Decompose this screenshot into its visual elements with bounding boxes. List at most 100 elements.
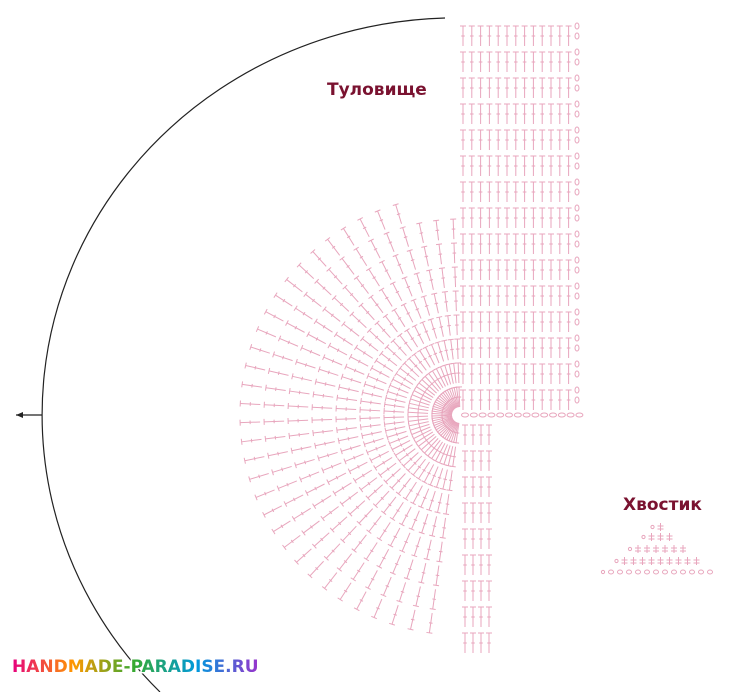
stitch [382,460,386,465]
stitch [461,412,469,418]
stitch [574,308,580,316]
stitch-pattern [239,22,713,653]
stitch [293,305,298,312]
stitch [372,439,375,444]
stitch [376,537,383,542]
stitch [262,511,266,518]
stitch [326,479,330,486]
stitch [254,365,257,370]
stitch [574,84,580,92]
stitch [574,386,580,394]
stitch [428,342,435,347]
stitch [410,618,415,621]
stitch [574,110,580,118]
stitch [496,412,505,418]
stitch [301,530,306,536]
stitch [322,324,326,329]
stitch [320,515,325,522]
stitch [574,344,580,352]
stitch [393,403,396,408]
stitch [574,178,580,186]
stitch [356,569,361,573]
stitch [418,425,421,430]
stitch [347,436,350,441]
stitch [251,383,253,388]
stitch [409,457,413,461]
stitch [340,226,347,231]
stitch [288,388,291,395]
stitch [641,534,646,540]
stitch [348,353,353,360]
stitch [353,455,356,460]
stitch [378,287,385,292]
stitch [383,401,386,408]
stitch [298,476,303,483]
stitch [433,219,440,222]
stitch [397,332,403,338]
stitch [410,472,416,478]
stitch [302,311,306,316]
stitch [680,569,686,575]
stitch [324,237,331,242]
stitch [574,22,580,30]
stitch [574,370,580,378]
stitch [353,275,360,280]
stitch [379,370,382,375]
stitch [437,501,442,504]
stitch [375,446,378,451]
stitch [335,475,339,480]
stitch [349,311,355,317]
stitch [359,255,364,259]
stitch [626,569,632,575]
stitch [340,538,346,544]
stitch [417,465,422,469]
stitch [389,485,395,491]
stitch [425,387,429,391]
stitch [394,398,397,403]
stitch [392,351,396,356]
stitch [402,496,409,501]
stitch [406,372,410,377]
stitch [574,58,580,66]
stitch [402,360,407,366]
stitch [418,403,420,408]
stitch [313,318,318,325]
stitch [366,327,372,333]
stitch [360,284,365,288]
stitch [404,540,408,544]
stitch [371,392,374,397]
stitch [441,291,448,293]
stitch [358,541,362,545]
stitch [426,269,433,272]
stitch [385,585,390,588]
stitch [653,569,659,575]
stitch [304,270,309,274]
stitch [402,448,406,452]
stitch [427,483,434,487]
stitch [635,569,641,575]
stitch [254,494,258,501]
stitch [600,569,606,575]
stitch [392,203,399,206]
stitch [412,604,419,608]
stitch [397,437,400,442]
stitch [244,362,247,369]
stitch [366,267,372,272]
stitch [404,328,410,333]
stitch [448,479,453,482]
stitch [258,474,261,479]
stitch [394,426,397,431]
stitch [344,363,348,370]
stitch [329,510,333,515]
stitch [400,302,407,307]
stitch [308,473,311,478]
stitch [417,505,424,509]
stitch [346,264,350,268]
stitch [271,508,275,513]
stitch [317,366,321,373]
stitch [435,448,439,452]
stitch [355,505,360,510]
stitch [243,457,246,464]
stitch [662,569,668,575]
